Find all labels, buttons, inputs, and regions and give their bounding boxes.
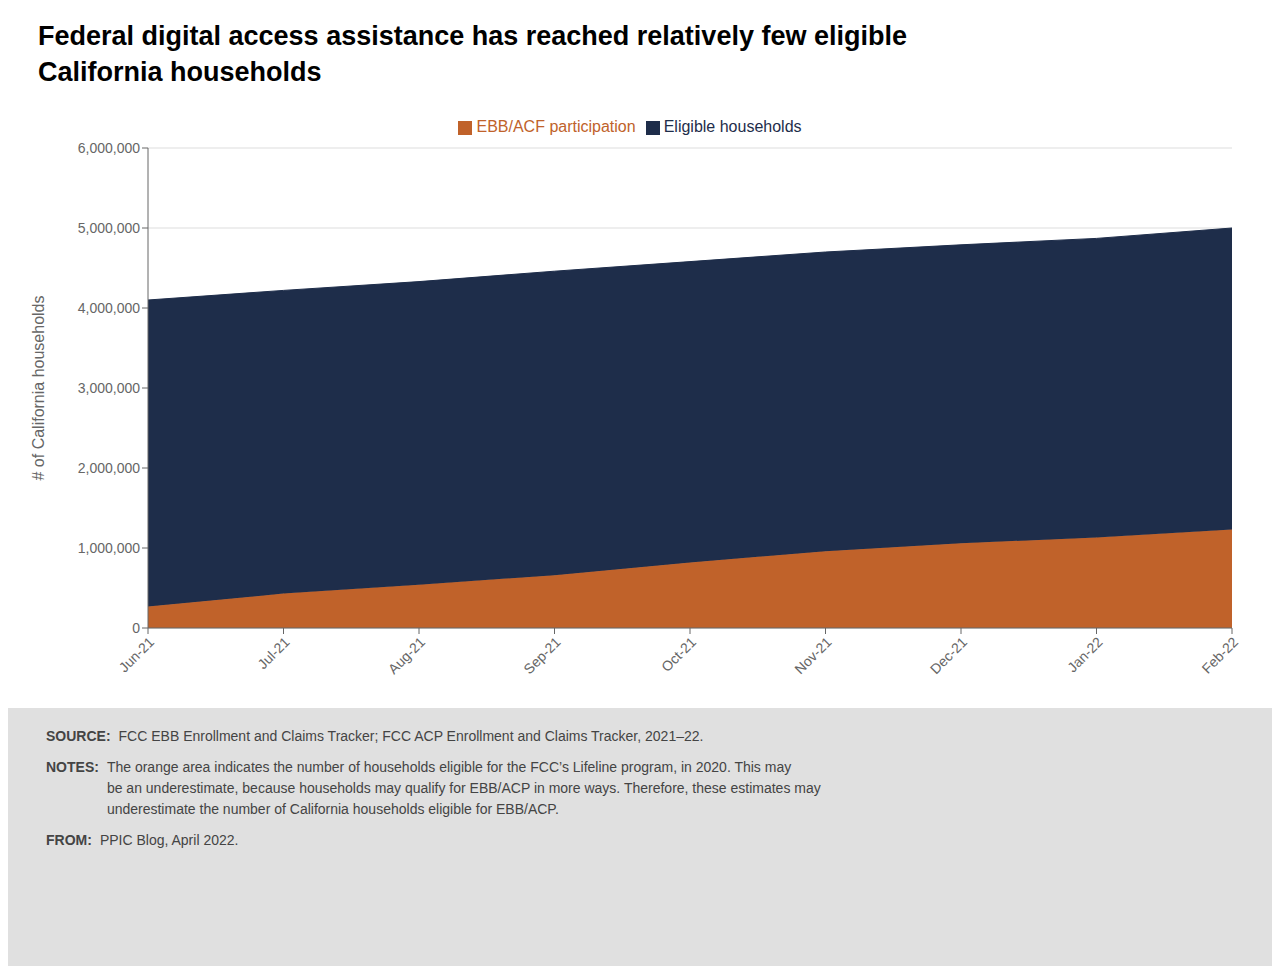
svg-text:# of California households: # of California households <box>30 295 47 480</box>
html-text:SOURCE:: SOURCE: <box>46 728 111 744</box>
svg-text:Oct-21: Oct-21 <box>658 634 699 675</box>
html-text:be an underestimate, because h: be an underestimate, because households … <box>106 780 821 796</box>
svg-text:Sep-21: Sep-21 <box>520 634 563 677</box>
html-text:PPIC Blog, April 2022.: PPIC Blog, April 2022. <box>99 832 239 848</box>
html-text:NOTES:: NOTES: <box>46 759 99 775</box>
svg-text:Jun-21: Jun-21 <box>116 634 158 676</box>
html-text:Eligible households: Eligible households <box>663 118 802 135</box>
svg-text:4,000,000: 4,000,000 <box>78 300 140 316</box>
html-text:FCC EBB Enrollment and Claims: FCC EBB Enrollment and Claims Tracker; F… <box>118 728 704 744</box>
svg-text:1,000,000: 1,000,000 <box>78 540 140 556</box>
html-text:FROM:: FROM: <box>46 832 92 848</box>
svg-text:Jul-21: Jul-21 <box>254 634 292 672</box>
svg-text:Jan-22: Jan-22 <box>1064 634 1106 676</box>
svg-text:Feb-22: Feb-22 <box>1198 634 1241 677</box>
svg-text:Dec-21: Dec-21 <box>927 634 970 677</box>
svg-text:3,000,000: 3,000,000 <box>78 380 140 396</box>
svg-text:6,000,000: 6,000,000 <box>78 140 140 156</box>
svg-text:0: 0 <box>132 620 140 636</box>
svg-text:2,000,000: 2,000,000 <box>78 460 140 476</box>
svg-text:5,000,000: 5,000,000 <box>78 220 140 236</box>
html-text:Federal digital access assista: Federal digital access assistance has re… <box>38 21 907 51</box>
html-text:underestimate the number of Ca: underestimate the number of California h… <box>106 801 559 817</box>
svg-text:Aug-21: Aug-21 <box>385 634 428 677</box>
html-text:The orange area indicates the: The orange area indicates the number of … <box>106 759 792 775</box>
svg-text:Nov-21: Nov-21 <box>791 634 834 677</box>
html-text:EBB/ACF participation: EBB/ACF participation <box>476 118 636 135</box>
html-text:California households: California households <box>38 57 322 87</box>
